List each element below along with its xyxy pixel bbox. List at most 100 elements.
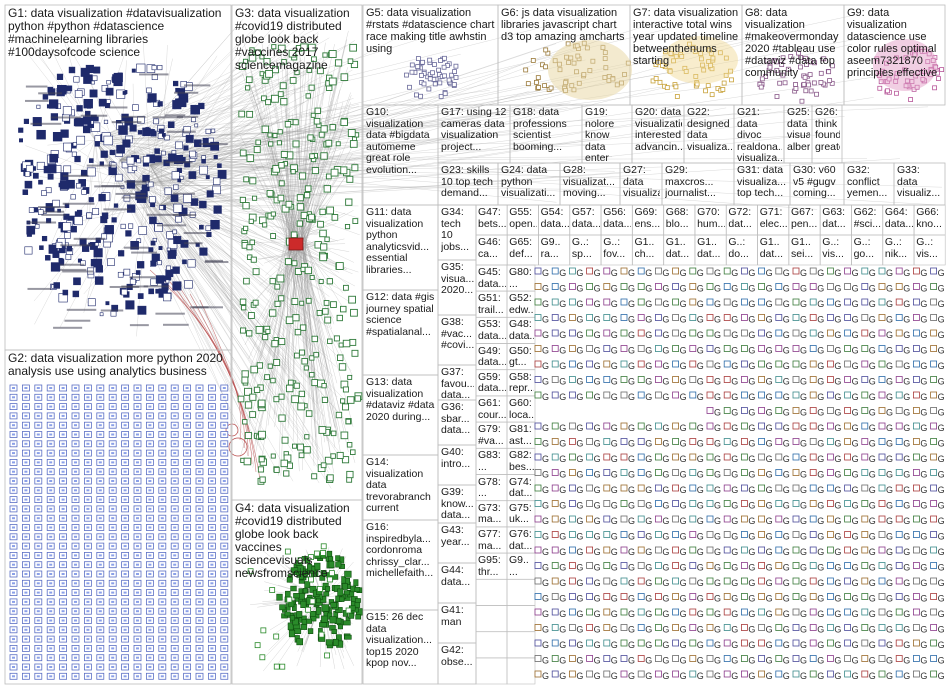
node [586,422,593,430]
node [442,55,447,61]
node [306,67,313,73]
node-label: G [628,284,635,294]
node [895,329,903,337]
node [150,130,157,137]
node [319,229,327,238]
node [316,597,321,604]
node [171,171,180,180]
node-label: G [852,284,859,294]
node [113,72,123,83]
node-label: G [628,330,635,340]
node-mark [36,498,40,501]
node [36,129,46,140]
node [290,231,298,239]
node [328,77,337,86]
node [844,577,851,585]
node [723,422,731,430]
node-label: G [645,485,652,495]
node [157,65,163,71]
node-label: G [542,485,549,495]
node [741,593,748,600]
node-mark [160,591,164,594]
node-mark [36,600,40,603]
node [930,469,937,476]
node-mark [160,545,164,548]
node [723,329,731,337]
node [569,360,576,368]
node-label: G [680,315,687,325]
node [146,87,152,94]
node-mark [198,554,201,557]
node-mark [136,591,139,594]
node [792,391,800,399]
edge [284,38,291,251]
node [655,314,662,321]
node-mark [160,610,164,613]
node-label: G [731,625,738,635]
node [344,224,351,230]
node [861,298,869,306]
node-mark [148,433,152,436]
node-label: G [903,330,910,340]
node-mark [24,461,28,464]
node [309,598,316,605]
node [173,203,183,213]
node-label: G [886,377,893,387]
node-mark [160,498,164,501]
node-mark [12,656,15,659]
node [809,531,817,538]
node [844,438,851,445]
node-mark [86,396,90,399]
node-label: G [542,299,549,309]
node [155,275,165,284]
node [551,298,559,306]
node-mark [210,591,214,594]
node [844,391,851,399]
node [270,377,276,384]
node [254,642,261,649]
node [100,150,108,158]
node [199,224,204,230]
node-mark [36,610,40,613]
node [280,459,288,468]
node-mark [74,638,77,641]
node-label-mark [86,164,116,167]
node-mark [12,647,15,650]
node-mark [210,498,214,501]
node [263,58,271,66]
node [603,484,611,492]
node [91,80,95,85]
node-label-mark [111,121,142,124]
node-label: G [576,501,583,511]
node-label: G [542,284,549,294]
node-label: G [662,578,669,588]
node [672,469,679,476]
node [741,562,748,569]
edge [294,61,318,249]
node-label: G [662,485,669,495]
node [774,94,780,99]
node [259,654,266,661]
node-mark [136,526,139,529]
node-label: G [903,377,910,387]
node [287,379,294,386]
node [672,670,679,678]
node-label: G [903,423,910,433]
node [844,345,851,352]
node [603,655,611,662]
node [551,500,559,507]
node [775,484,783,492]
node [438,93,444,99]
node [92,208,100,216]
node [68,66,76,74]
node-label: G [783,392,790,402]
node-label: G [662,547,669,557]
node [758,593,765,600]
node [242,419,248,425]
node [792,360,800,368]
node-label: G [662,268,669,278]
node [620,655,628,662]
node-label: G [834,408,841,418]
node-label-mark [100,309,124,312]
node [309,355,315,361]
